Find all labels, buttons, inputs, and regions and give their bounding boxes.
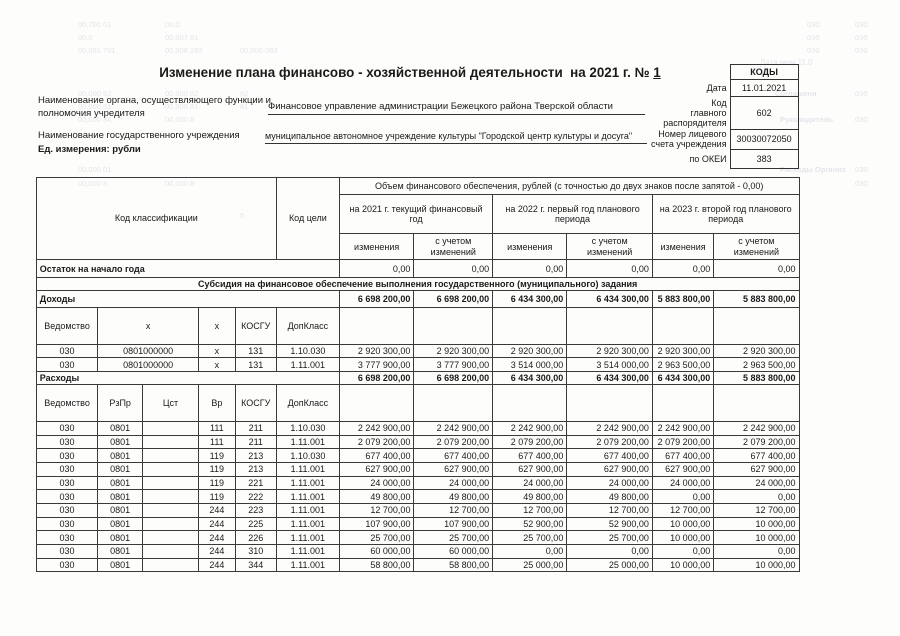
svg-text:00,091 701: 00,091 701 bbox=[78, 46, 116, 55]
svg-text:030: 030 bbox=[807, 20, 820, 29]
svg-text:030: 030 bbox=[807, 33, 820, 42]
svg-text:00,007 81: 00,007 81 bbox=[165, 33, 198, 42]
svg-text:030: 030 bbox=[855, 20, 868, 29]
svg-text:030: 030 bbox=[855, 165, 868, 174]
svg-text:00,0: 00,0 bbox=[78, 33, 93, 42]
svg-text:00,008 282: 00,008 282 bbox=[165, 46, 203, 55]
svg-text:00,000 083: 00,000 083 bbox=[240, 46, 278, 55]
svg-text:030: 030 bbox=[855, 33, 868, 42]
svg-text:00,700 01: 00,700 01 bbox=[78, 20, 111, 29]
svg-text:030: 030 bbox=[855, 115, 868, 124]
svg-text:030: 030 bbox=[807, 46, 820, 55]
svg-text:030: 030 bbox=[855, 89, 868, 98]
svg-text:030: 030 bbox=[855, 46, 868, 55]
svg-text:00,000 01: 00,000 01 bbox=[78, 165, 111, 174]
svg-text:030: 030 bbox=[855, 179, 868, 188]
svg-text:00,0: 00,0 bbox=[165, 20, 180, 29]
